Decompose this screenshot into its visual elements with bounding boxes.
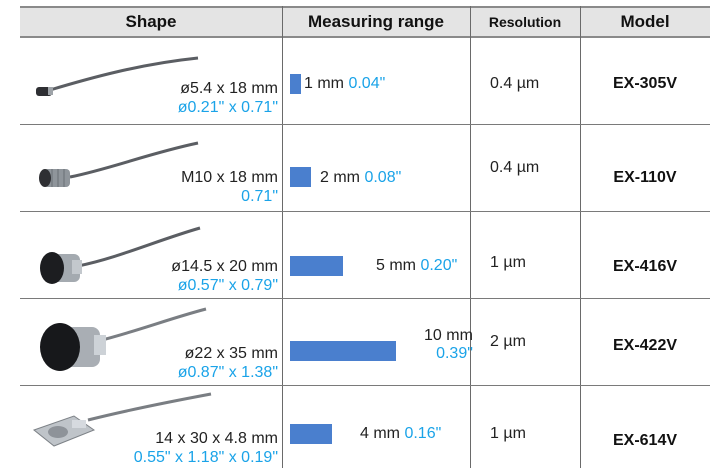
range-bar: [290, 167, 311, 187]
table-header: Shape Measuring range Resolution Model: [20, 6, 710, 38]
model-name: EX-416V: [612, 258, 678, 275]
resolution-value: 1 µm: [490, 254, 526, 271]
dimension-mm: 14 x 30 x 4.8 mm: [155, 430, 278, 447]
row-divider: [20, 211, 710, 212]
range-text: 2 mm 0.08": [320, 169, 401, 187]
row-divider: [20, 298, 710, 299]
dimension-inch: ø0.87" x 1.38": [177, 364, 278, 381]
dimension-mm: ø14.5 x 20 mm: [171, 258, 278, 275]
range-inch: 0.39": [436, 345, 473, 362]
resolution-value: 2 µm: [490, 333, 526, 350]
range-bar: [290, 341, 396, 361]
range-inch: 0.08": [364, 169, 402, 186]
header-shape: Shape: [125, 12, 177, 31]
row-divider: [20, 124, 710, 125]
header-measuring-range: Measuring range: [307, 12, 445, 31]
table-row: M10 x 18 mm 0.71" 2 mm 0.08" 0.4 µm EX-1…: [20, 125, 710, 211]
dimension-mm: ø22 x 35 mm: [184, 345, 278, 362]
range-mm: 4 mm: [360, 425, 400, 442]
range-inch: 0.16": [404, 425, 442, 442]
range-mm: 10 mm: [424, 327, 473, 344]
model-name: EX-614V: [612, 432, 678, 449]
range-text: 10 mm 0.39": [424, 327, 473, 363]
range-text: 1 mm 0.04": [304, 75, 385, 93]
column-divider: [282, 6, 283, 468]
shape-cell: M10 x 18 mm 0.71": [20, 125, 282, 211]
header-model: Model: [620, 12, 670, 31]
column-divider: [470, 6, 471, 468]
header-resolution: Resolution: [488, 14, 562, 30]
resolution-value: 0.4 µm: [490, 159, 540, 176]
range-inch: 0.04": [348, 75, 386, 92]
range-mm: 2 mm: [320, 169, 360, 186]
range-bar: [290, 256, 343, 276]
range-text: 4 mm 0.16": [360, 425, 441, 443]
small-cylinder-sensor-icon: [36, 56, 199, 96]
shape-cell: 14 x 30 x 4.8 mm 0.55" x 1.18" x 0.19": [20, 386, 282, 468]
large-cylinder-sensor-icon: [40, 307, 207, 371]
row-divider: [20, 385, 710, 386]
range-mm: 1 mm: [304, 75, 344, 92]
shape-cell: ø22 x 35 mm ø0.87" x 1.38": [20, 299, 282, 385]
table-row: ø14.5 x 20 mm ø0.57" x 0.79" 5 mm 0.20" …: [20, 212, 710, 298]
medium-cylinder-sensor-icon: [40, 226, 201, 284]
range-bar: [290, 74, 301, 94]
range-inch: 0.20": [420, 257, 458, 274]
dimension-mm: M10 x 18 mm: [181, 169, 278, 186]
flat-plate-sensor-icon: [32, 392, 212, 447]
dimension-mm: ø5.4 x 18 mm: [180, 80, 278, 97]
dimension-inch: ø0.21" x 0.71": [177, 99, 278, 116]
model-name: EX-422V: [612, 337, 678, 354]
shape-cell: ø5.4 x 18 mm ø0.21" x 0.71": [20, 38, 282, 124]
table-row: ø5.4 x 18 mm ø0.21" x 0.71" 1 mm 0.04" 0…: [20, 38, 710, 124]
dimension-inch: ø0.57" x 0.79": [177, 277, 278, 294]
range-bar: [290, 424, 332, 444]
model-name: EX-110V: [613, 169, 677, 186]
resolution-value: 0.4 µm: [490, 75, 540, 92]
column-divider: [580, 6, 581, 468]
threaded-cylinder-sensor-icon: [39, 141, 199, 187]
shape-cell: ø14.5 x 20 mm ø0.57" x 0.79": [20, 212, 282, 298]
range-text: 5 mm 0.20": [376, 257, 457, 275]
dimension-inch: 0.71": [241, 188, 278, 205]
range-mm: 5 mm: [376, 257, 416, 274]
resolution-value: 1 µm: [490, 425, 526, 442]
table-row: ø22 x 35 mm ø0.87" x 1.38" 10 mm 0.39" 2 …: [20, 299, 710, 385]
dimension-inch: 0.55" x 1.18" x 0.19": [133, 449, 278, 466]
model-name: EX-305V: [612, 75, 678, 92]
table-row: 14 x 30 x 4.8 mm 0.55" x 1.18" x 0.19" 4…: [20, 386, 710, 468]
